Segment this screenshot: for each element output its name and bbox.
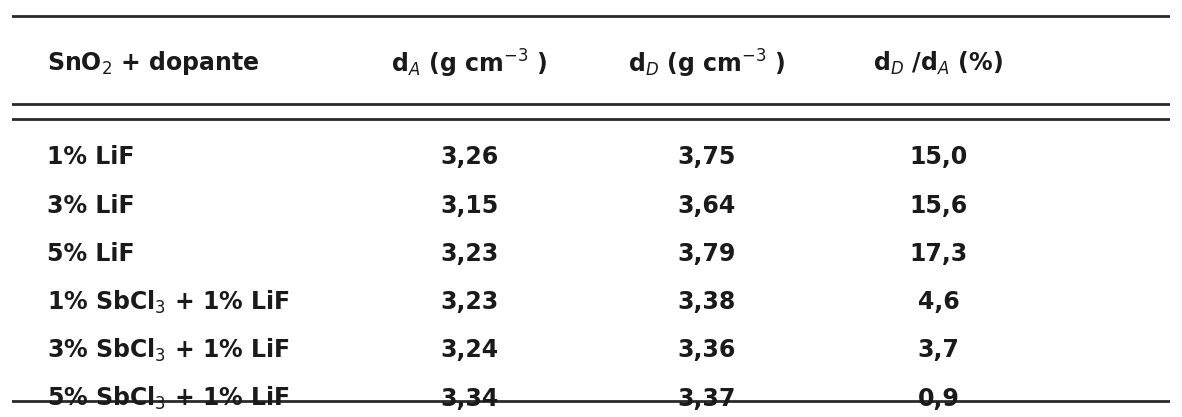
Text: 3,79: 3,79 [677,242,736,266]
Text: 15,6: 15,6 [909,193,968,218]
Text: 3,64: 3,64 [677,193,736,218]
Text: SnO$_2$ + dopante: SnO$_2$ + dopante [46,50,259,78]
Text: d$_D$ /d$_A$ (%): d$_D$ /d$_A$ (%) [873,50,1004,77]
Text: 3,38: 3,38 [677,290,736,314]
Text: 0,9: 0,9 [917,387,960,410]
Text: 15,0: 15,0 [909,146,968,169]
Text: 17,3: 17,3 [909,242,968,266]
Text: 3,34: 3,34 [440,387,499,410]
Text: 3% LiF: 3% LiF [46,193,135,218]
Text: 3,23: 3,23 [440,242,499,266]
Text: 3,36: 3,36 [677,338,736,362]
Text: 3,24: 3,24 [441,338,499,362]
Text: 3,75: 3,75 [677,146,736,169]
Text: d$_A$ (g cm$^{-3}$ ): d$_A$ (g cm$^{-3}$ ) [391,47,547,80]
Text: 1% LiF: 1% LiF [46,146,134,169]
Text: 3,15: 3,15 [440,193,499,218]
Text: 3,23: 3,23 [440,290,499,314]
Text: 1% SbCl$_3$ + 1% LiF: 1% SbCl$_3$ + 1% LiF [46,289,290,316]
Text: d$_D$ (g cm$^{-3}$ ): d$_D$ (g cm$^{-3}$ ) [628,47,786,80]
Text: 4,6: 4,6 [917,290,960,314]
Text: 3,26: 3,26 [440,146,499,169]
Text: 5% SbCl$_3$ + 1% LiF: 5% SbCl$_3$ + 1% LiF [46,385,290,412]
Text: 3% SbCl$_3$ + 1% LiF: 3% SbCl$_3$ + 1% LiF [46,337,290,364]
Text: 5% LiF: 5% LiF [46,242,135,266]
Text: 3,37: 3,37 [677,387,736,410]
Text: 3,7: 3,7 [917,338,960,362]
